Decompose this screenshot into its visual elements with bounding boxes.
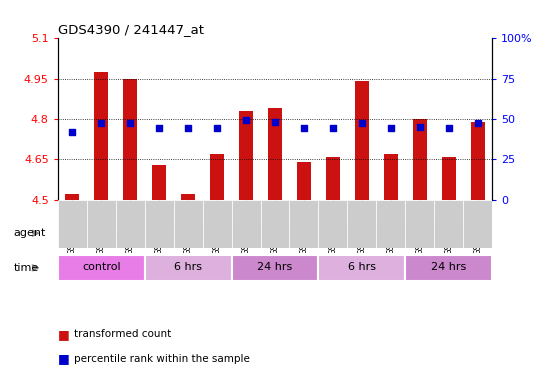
Point (387, 126, 395, 132)
Text: interleukin 28B: interleukin 28B (362, 228, 448, 238)
Bar (376, 200, 405, 248)
Bar (232, 200, 261, 248)
Bar (405, 200, 434, 248)
Point (97, 120, 106, 126)
Text: 24 hrs: 24 hrs (257, 262, 293, 272)
Point (444, 126, 453, 132)
Bar (145, 220, 318, 246)
Text: control: control (82, 262, 120, 272)
Text: percentile rank within the sample: percentile rank within the sample (74, 354, 250, 364)
Bar (434, 200, 463, 248)
Text: ■: ■ (58, 328, 69, 341)
Point (358, 120, 366, 126)
Bar (94, 72, 108, 200)
Text: ■: ■ (58, 353, 69, 366)
Bar (318, 200, 348, 248)
Bar (152, 165, 166, 200)
Bar (239, 111, 253, 200)
Bar (145, 200, 174, 248)
Point (271, 119, 279, 125)
Text: agent: agent (14, 228, 46, 238)
Bar (289, 200, 318, 248)
Bar (268, 108, 282, 200)
Bar (87, 200, 116, 248)
Text: 6 hrs: 6 hrs (348, 262, 376, 272)
Point (415, 124, 424, 130)
Point (184, 126, 192, 132)
Bar (470, 122, 485, 200)
Bar (355, 81, 369, 200)
Bar (412, 119, 427, 200)
Text: 24 hrs: 24 hrs (431, 262, 466, 272)
Bar (65, 194, 80, 200)
Point (328, 126, 337, 132)
Bar (232, 255, 318, 281)
Bar (261, 200, 289, 248)
Point (300, 126, 309, 132)
Bar (442, 157, 456, 200)
Bar (58, 220, 145, 246)
Bar (297, 162, 311, 200)
Text: GDS4390 / 241447_at: GDS4390 / 241447_at (58, 23, 204, 36)
Point (213, 126, 222, 132)
Text: untreated: untreated (74, 228, 129, 238)
Text: time: time (14, 263, 39, 273)
Bar (58, 200, 87, 248)
Bar (58, 255, 145, 281)
Bar (318, 220, 492, 246)
Point (126, 120, 135, 126)
Bar (174, 200, 202, 248)
Text: 6 hrs: 6 hrs (174, 262, 202, 272)
Text: transformed count: transformed count (74, 329, 172, 339)
Bar (318, 255, 405, 281)
Bar (202, 200, 232, 248)
Bar (145, 255, 232, 281)
Bar (210, 154, 224, 200)
Point (241, 118, 250, 124)
Bar (181, 194, 195, 200)
Point (155, 126, 163, 132)
Bar (405, 255, 492, 281)
Bar (123, 79, 138, 200)
Bar (326, 157, 340, 200)
Bar (348, 200, 376, 248)
Bar (463, 200, 492, 248)
Bar (116, 200, 145, 248)
Point (68, 129, 76, 136)
Text: interferon-α: interferon-α (198, 228, 265, 238)
Point (474, 120, 482, 126)
Bar (384, 154, 398, 200)
